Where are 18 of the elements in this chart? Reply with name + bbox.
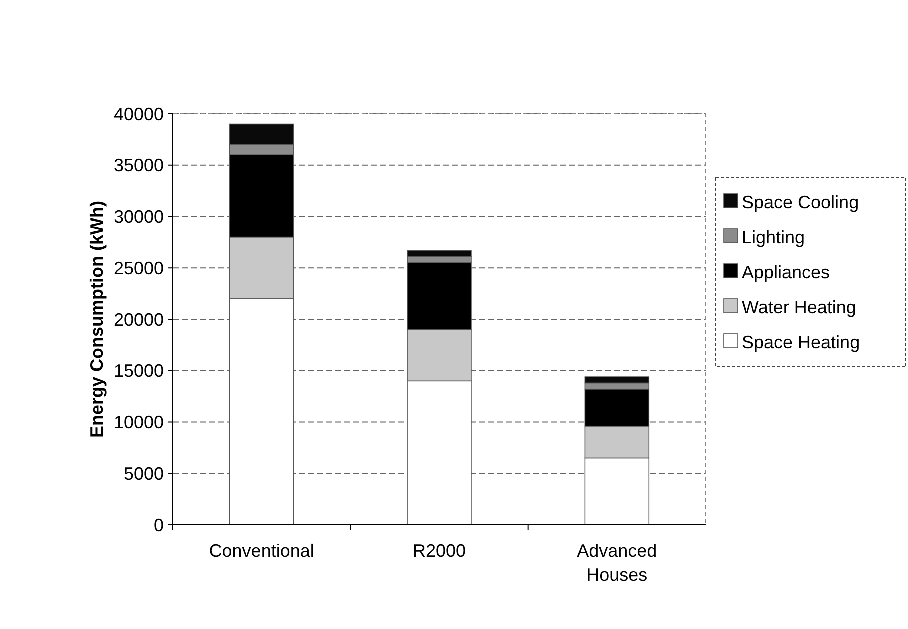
y-tick-label: 25000 — [114, 258, 164, 278]
y-tick-label: 35000 — [114, 156, 164, 176]
y-tick-label: 15000 — [114, 361, 164, 382]
y-tick-label: 40000 — [114, 104, 164, 124]
legend-label: Water Heating — [742, 297, 856, 318]
legend-label: Space Heating — [742, 332, 860, 352]
y-tick-label: 0 — [154, 515, 164, 536]
legend-label: Space Cooling — [742, 192, 860, 212]
y-tick-label: 20000 — [114, 310, 164, 330]
y-tick-label: 30000 — [114, 207, 164, 228]
legend-label: Appliances — [742, 262, 830, 282]
y-axis-title: Energy Consumption (kWh) — [87, 201, 107, 438]
x-tick-label: R2000 — [412, 541, 466, 561]
x-tick-label: Advanced Houses — [577, 541, 658, 585]
x-tick-label: Conventional — [209, 541, 314, 561]
y-tick-label: 5000 — [124, 464, 164, 484]
legend-label: Lighting — [742, 227, 806, 248]
y-tick-label: 10000 — [114, 412, 164, 433]
